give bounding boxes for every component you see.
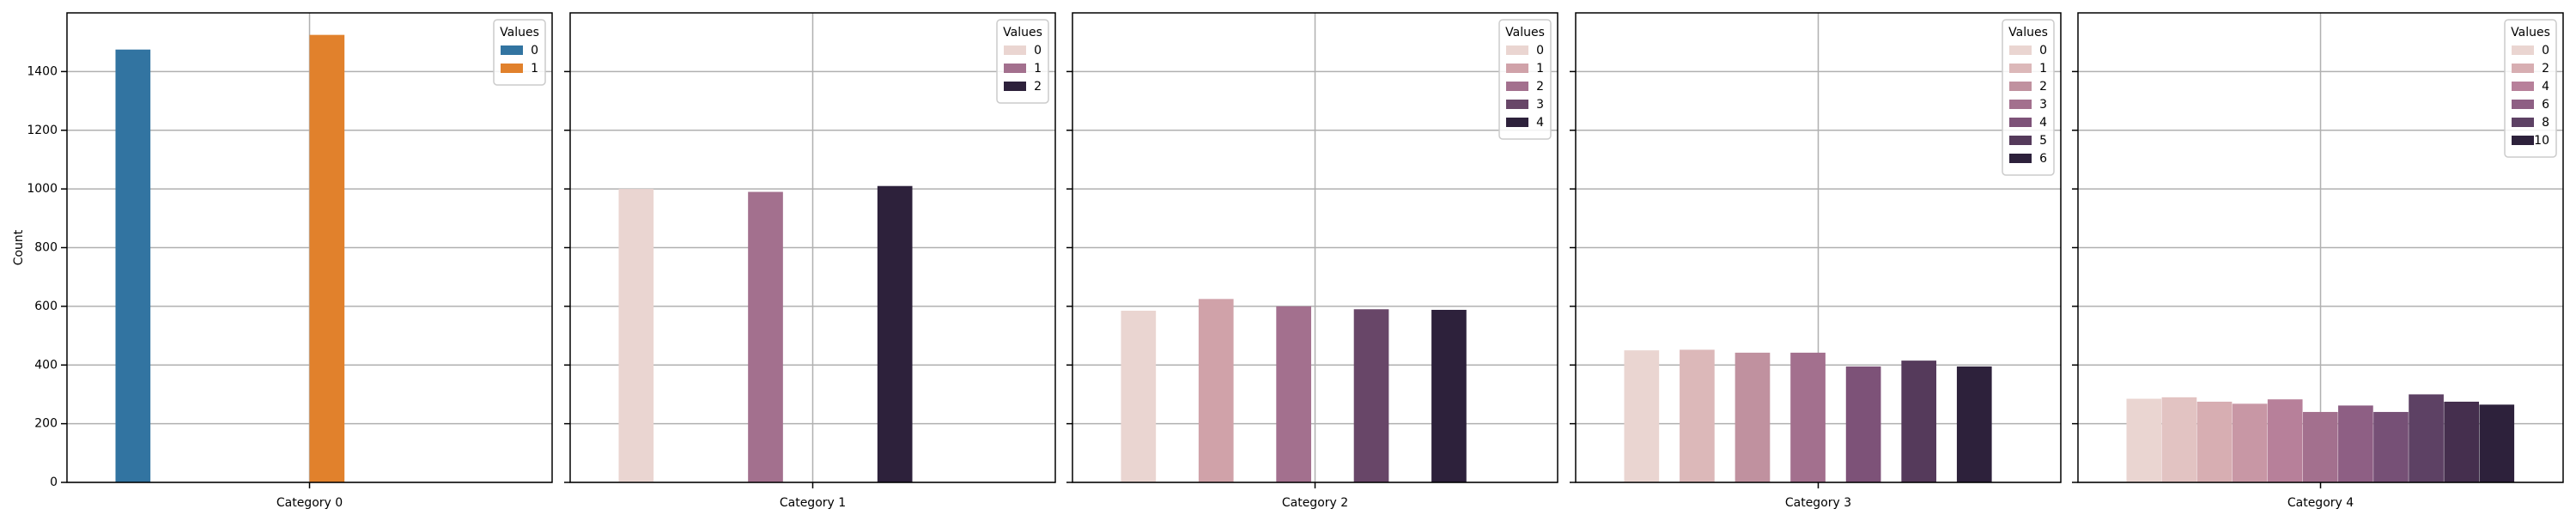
legend-label: 6	[2039, 152, 2047, 166]
legend-swatch	[2512, 118, 2534, 127]
y-tick-label: 600	[34, 300, 58, 313]
legend-label: 1	[1034, 62, 1042, 76]
bar	[1790, 352, 1826, 482]
legend-title: Values	[500, 26, 539, 39]
legend-swatch	[2009, 64, 2032, 73]
legend-label: 6	[2542, 98, 2549, 112]
bar	[1735, 352, 1771, 482]
bar	[1901, 360, 1937, 482]
bar	[2373, 411, 2409, 482]
bar	[2161, 397, 2197, 482]
legend-title: Values	[1505, 26, 1545, 39]
legend-label: 1	[1536, 62, 1544, 76]
bar	[2479, 404, 2515, 482]
bar	[1845, 366, 1881, 482]
legend-swatch	[2009, 100, 2032, 109]
bar	[2302, 411, 2338, 482]
bar	[1956, 366, 1992, 482]
legend-label: 0	[531, 44, 538, 58]
legend-label: 4	[1536, 116, 1544, 130]
legend-swatch	[1506, 82, 1528, 91]
y-tick-label: 200	[34, 417, 58, 431]
x-tick-label: Category 1	[780, 496, 846, 510]
legend-label: 0	[1536, 44, 1544, 58]
bar	[115, 49, 151, 482]
y-tick-label: 0	[50, 476, 58, 489]
legend-label: 0	[2542, 44, 2549, 58]
bar	[1276, 306, 1311, 482]
legend-swatch	[1004, 64, 1026, 73]
bar	[1680, 349, 1715, 482]
legend-label: 1	[2039, 62, 2047, 76]
legend-swatch	[2009, 118, 2032, 127]
legend-label: 0	[1034, 44, 1042, 58]
y-tick-label: 400	[34, 358, 58, 372]
legend-swatch	[2512, 100, 2534, 109]
legend-swatch	[2512, 136, 2534, 145]
y-tick-label: 1400	[27, 64, 58, 78]
x-tick-label: Category 4	[2287, 496, 2354, 510]
x-tick-label: Category 2	[1282, 496, 1348, 510]
legend-label: 4	[2542, 80, 2549, 94]
legend-label: 1	[531, 62, 538, 76]
legend-label: 2	[1536, 80, 1544, 94]
legend-label: 3	[1536, 98, 1544, 112]
bar	[1353, 309, 1389, 482]
bar	[2126, 398, 2162, 482]
bar	[618, 189, 654, 482]
legend-label: 2	[2542, 62, 2549, 76]
bar	[2267, 399, 2303, 482]
bar	[2409, 394, 2444, 482]
x-tick-label: Category 0	[276, 496, 343, 510]
legend-swatch	[2512, 64, 2534, 73]
bar	[1121, 311, 1157, 482]
legend-swatch	[501, 45, 523, 55]
legend-title: Values	[1003, 26, 1042, 39]
legend-label: 10	[2534, 134, 2549, 148]
legend-swatch	[2009, 45, 2032, 55]
legend-swatch	[1004, 82, 1026, 91]
bar	[1624, 350, 1660, 482]
bar	[2338, 405, 2373, 482]
legend-swatch	[2512, 82, 2534, 91]
legend-swatch	[2009, 136, 2032, 145]
y-tick-label: 1200	[27, 124, 58, 137]
legend-label: 4	[2039, 116, 2047, 130]
legend-label: 2	[2039, 80, 2047, 94]
legend-swatch	[1506, 118, 1528, 127]
bar	[877, 185, 913, 483]
legend-label: 0	[2039, 44, 2047, 58]
x-tick-label: Category 3	[1785, 496, 1851, 510]
legend-label: 3	[2039, 98, 2047, 112]
bar	[2196, 401, 2233, 482]
bar	[2232, 403, 2268, 482]
bar	[748, 191, 783, 482]
legend-swatch	[1506, 64, 1528, 73]
y-axis-label: Count	[12, 229, 26, 265]
bar	[2444, 401, 2479, 482]
bar	[1198, 299, 1234, 482]
legend-label: 5	[2039, 134, 2047, 148]
legend-swatch	[1506, 45, 1528, 55]
bar	[309, 34, 345, 482]
legend-swatch	[2512, 45, 2534, 55]
legend-swatch	[2009, 154, 2032, 163]
legend-swatch	[1004, 45, 1026, 55]
legend-swatch	[2009, 82, 2032, 91]
y-tick-label: 800	[34, 241, 58, 255]
legend-title: Values	[2008, 26, 2048, 39]
legend-label: 2	[1034, 80, 1042, 94]
y-tick-label: 1000	[27, 182, 58, 196]
legend-swatch	[1506, 100, 1528, 109]
legend-swatch	[501, 64, 523, 73]
legend-title: Values	[2511, 26, 2550, 39]
bar	[1431, 309, 1467, 482]
legend-label: 8	[2542, 116, 2549, 130]
